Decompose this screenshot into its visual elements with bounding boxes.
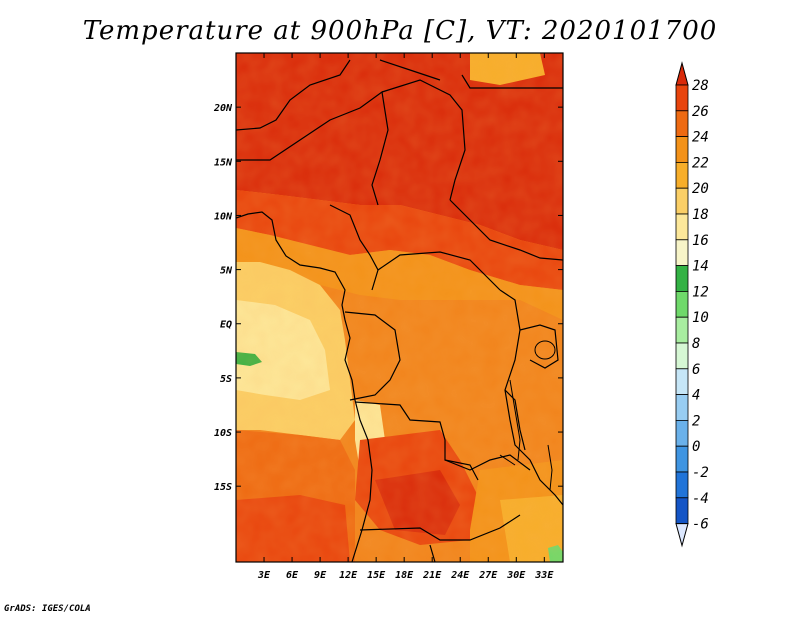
colorbar-segment bbox=[675, 136, 689, 163]
colorbar-segment bbox=[675, 316, 689, 344]
colorbar-segment bbox=[675, 110, 689, 138]
lat-tick-label: 10N bbox=[214, 211, 233, 222]
lat-tick-label: 20N bbox=[213, 103, 233, 114]
lake-tanganyika bbox=[509, 379, 521, 461]
colorbar-label: 8 bbox=[692, 336, 700, 352]
longitude-axis: 3E 6E 9E 12E 15E 18E 21E 24E 27E 30E 33E bbox=[257, 53, 554, 581]
grads-credit: GrADS: IGES/COLA bbox=[4, 604, 91, 614]
lat-tick-label: 15N bbox=[214, 157, 233, 168]
border-angola-south bbox=[359, 514, 521, 541]
temperature-field bbox=[236, 53, 563, 562]
border-lake-region bbox=[519, 324, 559, 369]
map-title: Temperature at 900hPa [C], VT: 202010170… bbox=[82, 16, 718, 46]
map-frame bbox=[235, 52, 564, 563]
colorbar-segment bbox=[675, 290, 689, 318]
colorbar-top-arrow bbox=[675, 61, 689, 86]
colorbar-label: 10 bbox=[692, 310, 709, 326]
lat-tick-label: 5N bbox=[220, 266, 233, 277]
colorbar-label: -2 bbox=[692, 465, 709, 481]
lat-tick-label: EQ bbox=[220, 320, 232, 331]
colorbar-segment bbox=[675, 368, 689, 395]
lon-tick-label: 24E bbox=[450, 570, 470, 581]
colorbar-label: 22 bbox=[692, 155, 709, 171]
border-sahel-west bbox=[236, 59, 351, 131]
colorbar-segment bbox=[675, 187, 689, 215]
colorbar-label: 12 bbox=[692, 284, 709, 300]
colorbar-label: -6 bbox=[692, 517, 709, 533]
lon-tick-label: 9E bbox=[314, 570, 327, 581]
latitude-axis: 20N 15N 10N 5N EQ 5S 10S 15S bbox=[213, 103, 563, 493]
border-nigeria-cameroon bbox=[329, 204, 379, 291]
colorbar-segment bbox=[675, 342, 689, 370]
colorbar-label: 16 bbox=[692, 233, 709, 249]
lon-tick-label: 3E bbox=[257, 570, 271, 581]
border-car bbox=[377, 251, 501, 291]
border-east bbox=[499, 289, 563, 506]
colorbar-label: 24 bbox=[692, 130, 709, 146]
lon-tick-label: 6E bbox=[286, 570, 299, 581]
colorbar-label: 28 bbox=[692, 78, 709, 94]
lon-tick-label: 12E bbox=[339, 570, 358, 581]
colorbar-segment bbox=[675, 161, 689, 189]
colorbar-segment bbox=[675, 445, 689, 473]
colorbar-label: 6 bbox=[692, 362, 700, 378]
border-zambia bbox=[444, 454, 531, 471]
colorbar-label: 26 bbox=[692, 104, 709, 120]
country-borders bbox=[236, 59, 563, 562]
colorbar-bottom-arrow bbox=[675, 523, 689, 548]
border-chad-sudan bbox=[461, 74, 563, 89]
colorbar-label: 4 bbox=[692, 388, 700, 404]
border-sudan-south bbox=[449, 199, 563, 261]
lake-victoria bbox=[534, 340, 556, 360]
lat-tick-label: 10S bbox=[214, 428, 232, 439]
lon-tick-label: 33E bbox=[534, 570, 554, 581]
border-great-lakes bbox=[504, 389, 526, 451]
lake-malawi bbox=[547, 444, 553, 491]
border-botswana bbox=[429, 544, 436, 562]
lon-tick-label: 15E bbox=[367, 570, 386, 581]
lake-kariba bbox=[499, 454, 516, 466]
colorbar-segment bbox=[675, 84, 689, 112]
lat-tick-label: 15S bbox=[214, 482, 232, 493]
colorbar-segment bbox=[675, 213, 689, 241]
colorbar-label: 0 bbox=[692, 439, 700, 455]
colorbar-label: 18 bbox=[692, 207, 709, 223]
colorbar-segment bbox=[675, 497, 689, 524]
lon-tick-label: 18E bbox=[395, 570, 414, 581]
border-congo-drc bbox=[344, 311, 401, 401]
colorbar-label: 20 bbox=[692, 181, 709, 197]
lon-tick-label: 27E bbox=[478, 570, 498, 581]
coastline-west-africa bbox=[236, 211, 373, 562]
border-north bbox=[379, 59, 441, 81]
lon-tick-label: 21E bbox=[422, 570, 442, 581]
colorbar-label: 14 bbox=[692, 259, 709, 275]
colorbar-segment bbox=[675, 265, 689, 292]
colorbar-label: -4 bbox=[692, 491, 709, 507]
border-niger-chad bbox=[381, 79, 466, 201]
border-mali-niger bbox=[236, 90, 389, 206]
lakes bbox=[499, 340, 556, 491]
colorbar-segment bbox=[675, 239, 689, 267]
colorbar-segment bbox=[675, 394, 689, 421]
lon-tick-label: 30E bbox=[506, 570, 526, 581]
colorbar-segment bbox=[675, 419, 689, 447]
colorbar-label: 2 bbox=[692, 413, 700, 429]
colorbar-segment bbox=[675, 471, 689, 499]
lat-tick-label: 5S bbox=[220, 374, 232, 385]
border-drc-angola bbox=[354, 401, 479, 481]
